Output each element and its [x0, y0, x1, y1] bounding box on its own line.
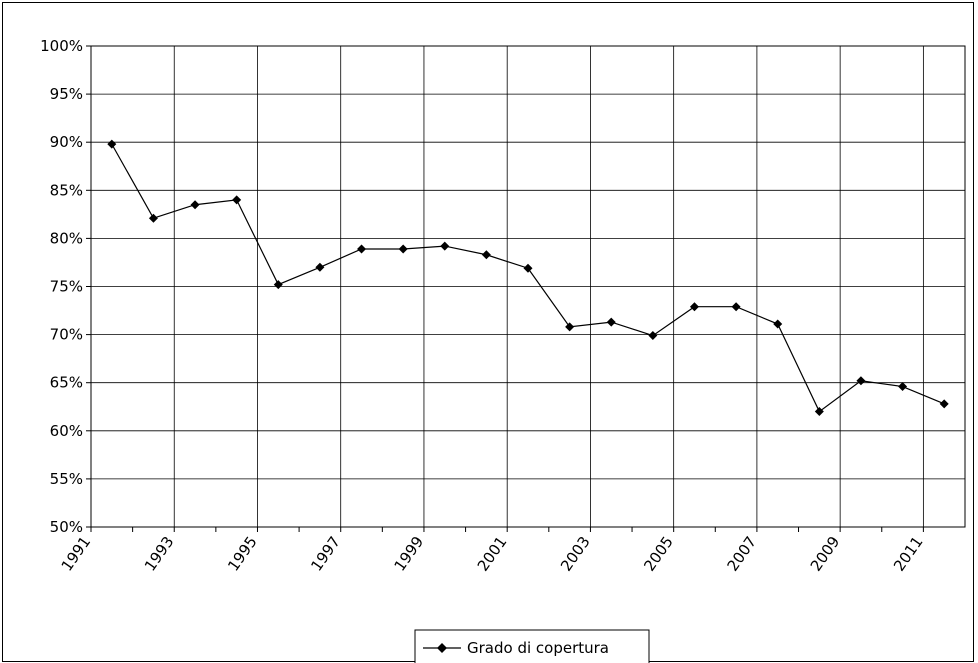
x-axis: 1991 1993 1995 1997 1999 2001 2003 2005 2007 2009… [58, 527, 927, 575]
data-point-marker [107, 139, 117, 149]
data-point-marker [148, 213, 158, 223]
x-tick-label: 1991 [58, 533, 95, 575]
x-tick-label: 1997 [307, 533, 344, 575]
data-point-marker [689, 302, 699, 312]
x-tick-label: 2009 [807, 533, 844, 575]
y-tick-label: 55% [50, 470, 83, 488]
x-tick-label: 1995 [224, 533, 261, 575]
x-tick-label: 1999 [391, 533, 428, 575]
data-point-marker [232, 195, 242, 205]
data-point-marker [606, 317, 616, 327]
y-tick-label: 60% [50, 422, 83, 440]
grid-lines [90, 45, 965, 528]
y-tick-label: 75% [50, 278, 83, 296]
data-point-marker [648, 331, 658, 341]
y-tick-label: 100% [40, 37, 83, 55]
data-point-marker [440, 241, 450, 251]
x-tick-label: 2005 [640, 533, 677, 575]
y-tick-label: 80% [50, 229, 83, 247]
x-tick-label: 1993 [141, 533, 178, 575]
line-chart: 100%95%90%85%80%75%70%65%60%55%50% 1991 1… [40, 37, 966, 663]
y-tick-label: 90% [50, 133, 83, 151]
x-tick-label: 2011 [890, 533, 927, 575]
data-point-marker [315, 262, 325, 272]
y-tick-label: 85% [50, 181, 83, 199]
legend-label: Grado di copertura [467, 639, 609, 657]
y-tick-label: 65% [50, 374, 83, 392]
data-point-marker [523, 263, 533, 273]
data-point-marker [357, 244, 367, 254]
y-tick-label: 50% [50, 518, 83, 536]
x-tick-label: 2007 [724, 533, 761, 575]
series-line [111, 143, 945, 413]
legend: Grado di copertura [414, 629, 650, 663]
data-point-marker [731, 302, 741, 312]
data-point-marker [481, 250, 491, 260]
x-tick-label: 2001 [474, 533, 511, 575]
data-point-marker [814, 407, 824, 417]
y-tick-label: 95% [50, 85, 83, 103]
x-tick-label: 2003 [557, 533, 594, 575]
data-point-marker [939, 399, 949, 409]
data-point-marker [565, 322, 575, 332]
y-tick-label: 70% [50, 326, 83, 344]
data-point-marker [398, 244, 408, 254]
data-point-marker [898, 382, 908, 392]
data-point-marker [773, 319, 783, 329]
data-point-marker [856, 376, 866, 386]
series-grado-di-copertura [107, 139, 949, 417]
data-point-marker [190, 200, 200, 210]
data-point-marker [273, 280, 283, 290]
y-axis: 100% 95% 90% 85% 80% 75% 70% 65% 60% 55% 50% [40, 37, 91, 536]
